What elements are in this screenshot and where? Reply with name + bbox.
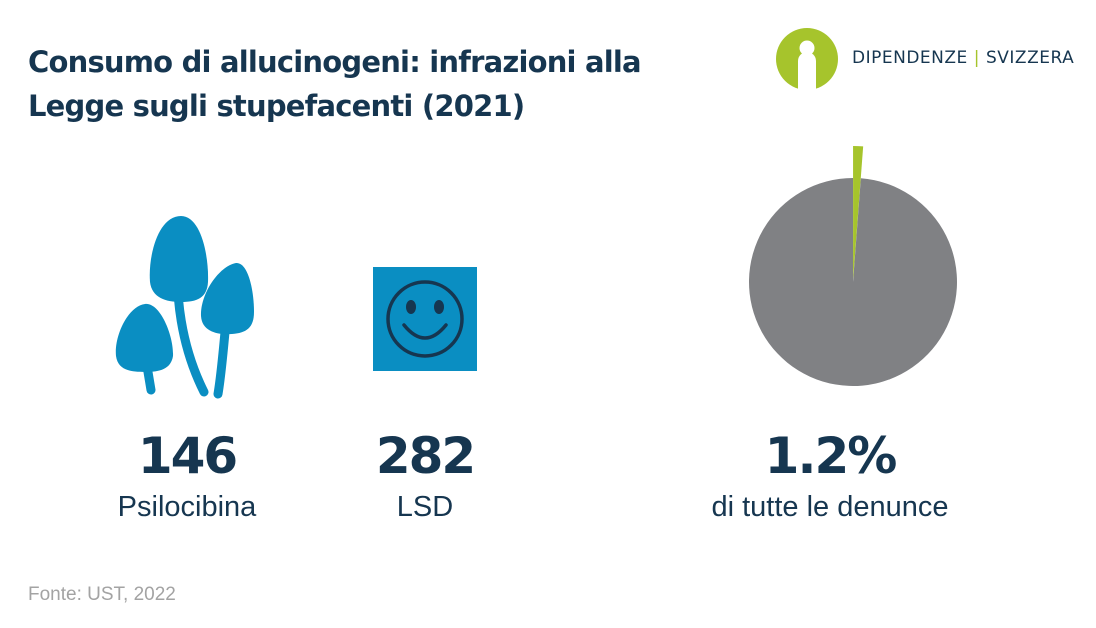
mushroom-icon (115, 216, 254, 399)
title-line-2: Legge sugli stupefacenti (2021) (28, 89, 525, 123)
brand-logo: DIPENDENZE | SVIZZERA (776, 28, 1086, 92)
logo-separator: | (973, 48, 980, 68)
pie-slice-0 (853, 146, 864, 281)
pie-slice-1 (749, 178, 957, 386)
logo-name-right: SVIZZERA (985, 48, 1075, 68)
source-note: Fonte: UST, 2022 (28, 584, 176, 605)
title-line-1: Consumo di allucinogeni: infrazioni alla (28, 45, 642, 79)
smiley-icon (373, 267, 477, 371)
logo-name-left: DIPENDENZE (852, 48, 968, 68)
page-title: Consumo di allucinogeni: infrazioni alla… (28, 40, 728, 128)
psilocibina-label: Psilocibina (117, 491, 257, 523)
lsd-label: LSD (396, 491, 454, 523)
lsd-value: 282 (375, 427, 476, 485)
logo-wordmark: DIPENDENZE | SVIZZERA (852, 48, 1074, 68)
psilocibina-value: 146 (137, 427, 238, 485)
logo-person-icon (776, 28, 838, 90)
pie-chart (749, 146, 957, 386)
percentage-label: di tutte le denunce (711, 491, 949, 523)
percentage-value: 1.2% (764, 427, 898, 485)
